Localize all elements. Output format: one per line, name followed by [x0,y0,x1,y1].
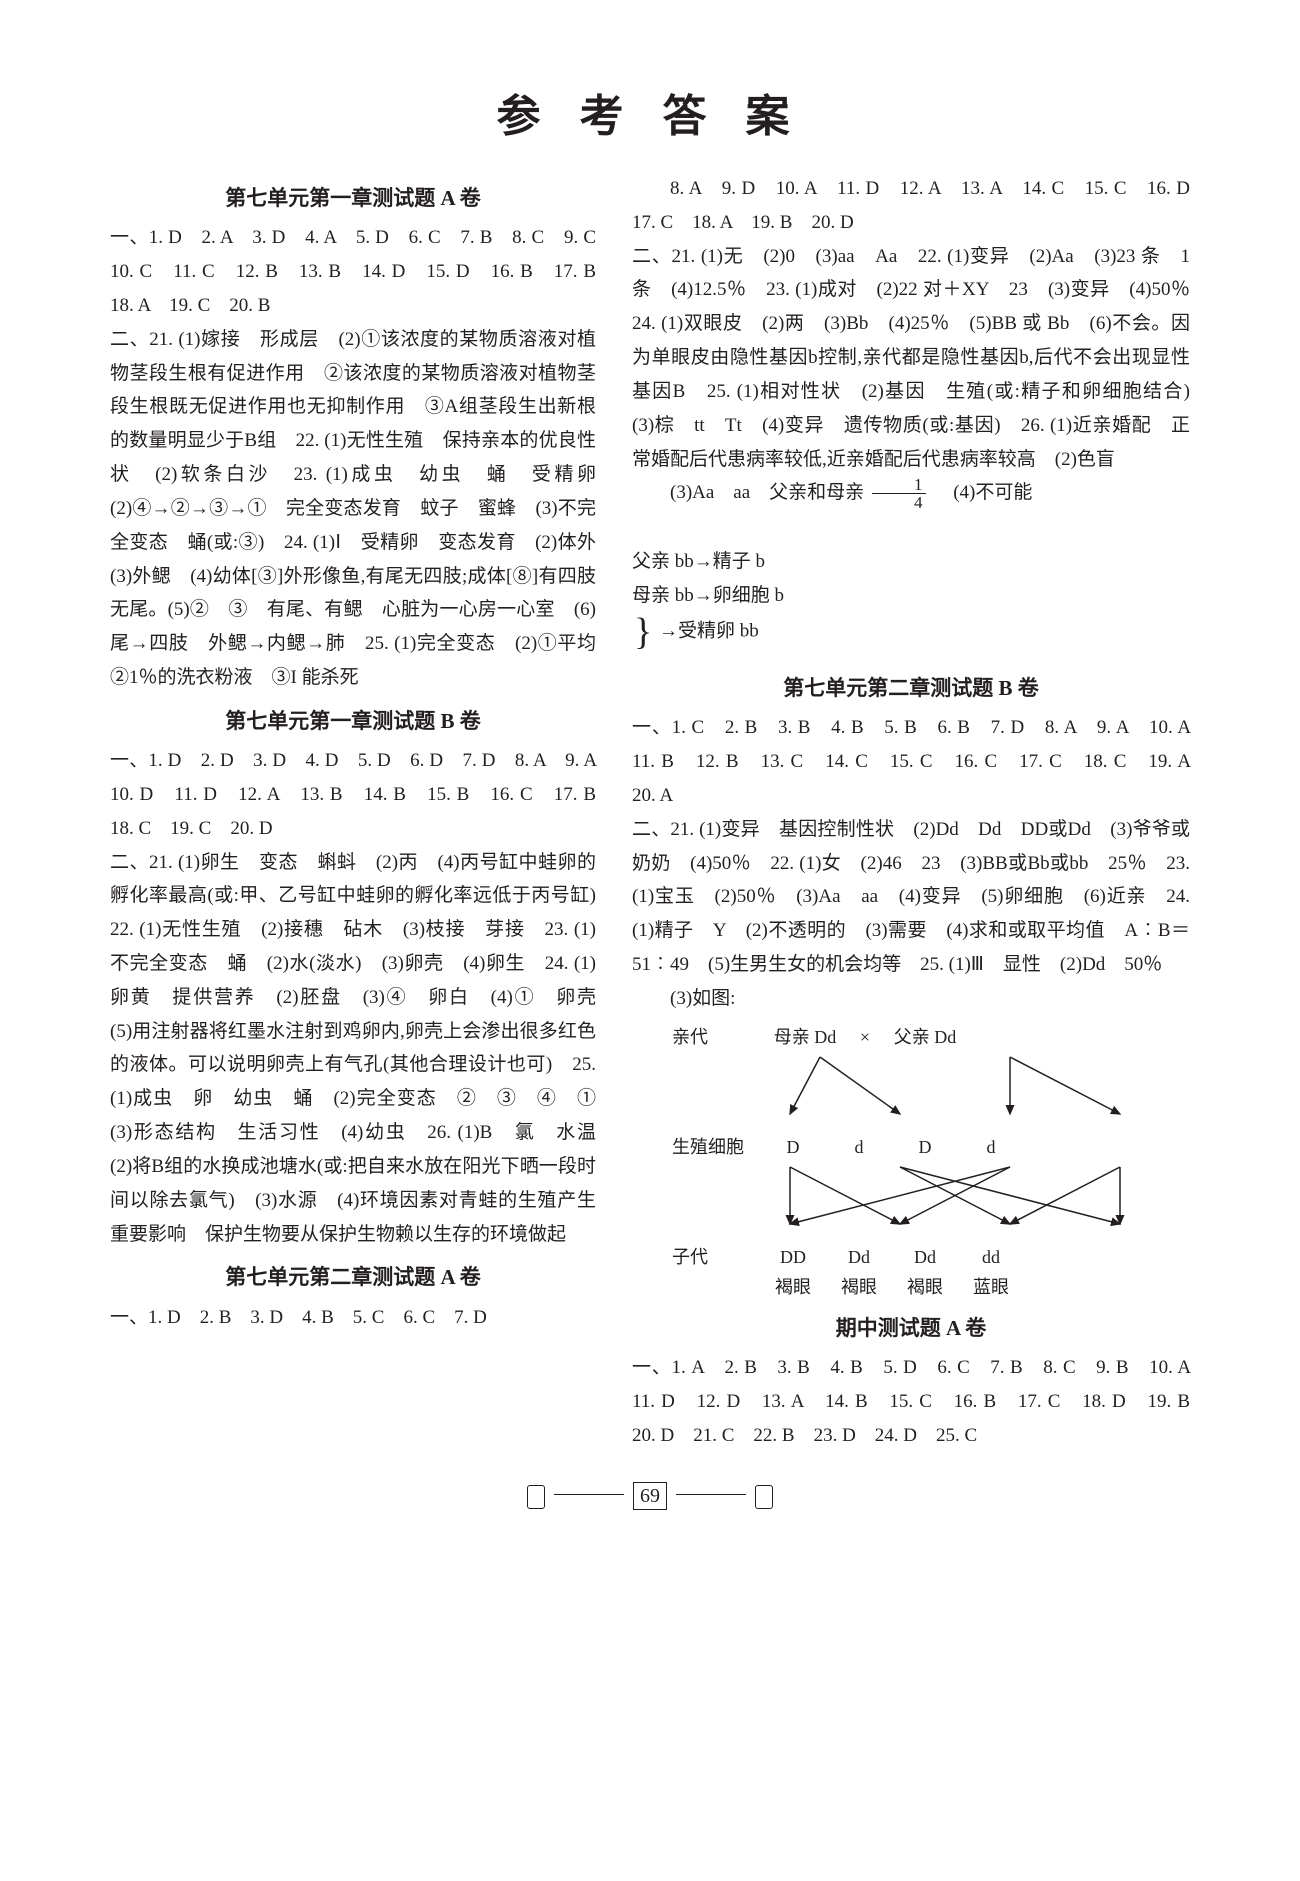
sec-7-1-a-part1: 一、1. D 2. A 3. D 4. A 5. D 6. C 7. B 8. … [110,221,596,322]
answer-key-page: 参 考 答 案 第七单元第一章测试题 A 卷 一、1. D 2. A 3. D … [0,0,1300,1550]
diagram-mother: 母亲 Dd [760,1021,850,1053]
right-column: 8. A 9. D 10. A 11. D 12. A 13. A 14. C … [632,172,1190,1452]
fraction-denominator: 4 [872,494,927,511]
diagram-lines-parent-gamete [760,1052,1190,1122]
sec-7-2-a-part1-cont: 8. A 9. D 10. A 11. D 12. A 13. A 14. C … [632,172,1190,240]
diagram-label-offspring: 子代 [672,1241,760,1273]
cross-symbol: × [850,1021,880,1053]
scroll-left-icon [527,1485,545,1509]
diagram-father: 父亲 Dd [880,1021,970,1053]
brace-derivation [632,511,1190,545]
q26-3-prefix: (3)Aa aa 父亲和母亲 [670,482,864,503]
fraction-numerator: 1 [872,476,927,494]
fraction-1-4: 1 4 [872,476,927,511]
offspring-pheno-1: 褐眼 [826,1271,892,1303]
sec-7-2-a-part2a: 二、21. (1)无 (2)0 (3)aa Aa 22. (1)变异 (2)Aa… [632,240,1190,477]
midterm-a-part1: 一、1. A 2. B 3. B 4. B 5. D 6. C 7. B 8. … [632,1351,1190,1452]
section-heading-7-2-b: 第七单元第二章测试题 B 卷 [632,670,1190,707]
sec-7-2-a-part2b: (3)Aa aa 父亲和母亲 1 4 (4)不可能 [632,476,1190,511]
gamete-3: d [958,1131,1024,1163]
left-column: 第七单元第一章测试题 A 卷 一、1. D 2. A 3. D 4. A 5. … [110,172,596,1452]
sec-7-1-b-part1: 一、1. D 2. D 3. D 4. D 5. D 6. D 7. D 8. … [110,744,596,845]
offspring-pheno-0: 褐眼 [760,1271,826,1303]
sec-7-2-a-part1: 一、1. D 2. B 3. D 4. B 5. C 6. C 7. D [110,1301,596,1335]
offspring-pheno-2: 褐眼 [892,1271,958,1303]
section-heading-7-2-a: 第七单元第二章测试题 A 卷 [110,1259,596,1296]
diagram-label-gamete: 生殖细胞 [672,1131,760,1163]
gamete-0: D [760,1131,826,1163]
offspring-geno-1: Dd [826,1241,892,1273]
brace-row-father: 父亲 bb→精子 b [632,545,1190,579]
sec-7-1-a-part2: 二、21. (1)嫁接 形成层 (2)①该浓度的某物质溶液对植物茎段生根有促进作… [110,323,596,695]
offspring-geno-3: dd [958,1241,1024,1273]
page-number: 69 [633,1482,667,1510]
offspring-geno-0: DD [760,1241,826,1273]
offspring-pheno-3: 蓝眼 [958,1271,1024,1303]
page-number-ornament: 69 [110,1482,1190,1510]
section-heading-7-1-a: 第七单元第一章测试题 A 卷 [110,180,596,217]
page-title: 参 考 答 案 [110,80,1190,144]
diagram-label-parent: 亲代 [672,1021,760,1053]
ornament-line-right [676,1494,746,1495]
sec-7-2-b-part2a: 二、21. (1)变异 基因控制性状 (2)Dd Dd DD或Dd (3)爷爷或… [632,813,1190,982]
gamete-1: d [826,1131,892,1163]
diagram-lines-gamete-offspring [760,1162,1190,1232]
sec-7-2-b-part2b: (3)如图: [632,982,1190,1016]
sec-7-1-b-part2: 二、21. (1)卵生 变态 蝌蚪 (2)丙 (4)丙号缸中蛙卵的孵化率最高(或… [110,846,596,1252]
offspring-geno-2: Dd [892,1241,958,1273]
right-brace-icon: } [634,613,652,651]
sec-7-2-b-part1: 一、1. C 2. B 3. B 4. B 5. B 6. B 7. D 8. … [632,711,1190,812]
genetics-cross-diagram: 亲代 母亲 Dd × 父亲 Dd [672,1022,1190,1302]
q26-4-suffix: (4)不可能 [953,482,1032,503]
scroll-right-icon [755,1485,773,1509]
brace-result: →受精卵 bb [659,620,759,641]
gamete-2: D [892,1131,958,1163]
section-heading-midterm-a: 期中测试题 A 卷 [632,1310,1190,1347]
section-heading-7-1-b: 第七单元第一章测试题 B 卷 [110,703,596,740]
ornament-line-left [554,1494,624,1495]
two-column-layout: 第七单元第一章测试题 A 卷 一、1. D 2. A 3. D 4. A 5. … [110,172,1190,1452]
brace-row-mother: 母亲 bb→卵细胞 b [632,579,1190,613]
